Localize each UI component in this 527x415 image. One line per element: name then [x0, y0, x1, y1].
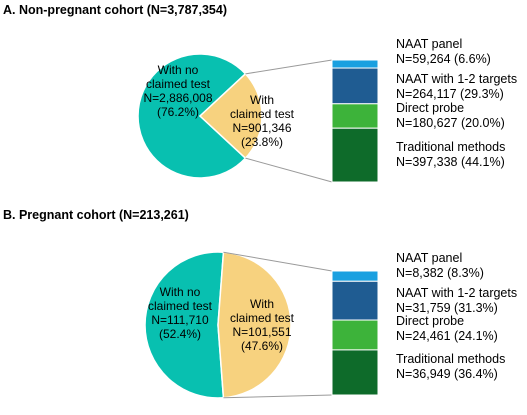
- stack-label-name: Traditional methods: [396, 352, 505, 366]
- pie-slice-no-claimed-test: [137, 53, 247, 179]
- stack-label-name: NAAT with 1-2 targets: [396, 72, 517, 86]
- stack-label-value: N=397,338 (44.1%): [396, 155, 505, 169]
- stack-label-name: Traditional methods: [396, 140, 505, 154]
- connector-line-top: [223, 251, 333, 272]
- stack-label-value: N=31,759 (31.3%): [396, 301, 498, 315]
- stack-segment-direct-probe: [331, 103, 379, 129]
- pie-label-line: claimed test: [230, 311, 295, 325]
- stack-label-value: N=59,264 (6.6%): [396, 52, 491, 66]
- pie-label-line: N=101,551: [232, 325, 291, 339]
- connector-line-bottom: [245, 157, 333, 183]
- pie-label-line: N=2,886,008: [143, 91, 212, 105]
- connector-line-bottom: [223, 394, 333, 399]
- stack-label-value: N=8,382 (8.3%): [396, 266, 484, 280]
- stack-label-name: NAAT panel: [396, 37, 462, 51]
- stack-segment-naat-panel: [331, 270, 379, 282]
- pie-label-line: With: [250, 297, 274, 311]
- pie-label-line: N=901,346: [232, 121, 291, 135]
- chart-title: A. Non-pregnant cohort (N=3,787,354): [3, 3, 227, 17]
- stack-segment-naat-with-1-2-targets: [331, 280, 379, 321]
- stack-label-name: Direct probe: [396, 101, 464, 115]
- pie-slice-no-claimed-test: [144, 251, 225, 399]
- pie-label-line: (23.8%): [241, 135, 283, 149]
- stack-label-value: N=36,949 (36.4%): [396, 367, 498, 381]
- stack-label-value: N=264,117 (29.3%): [396, 87, 504, 101]
- pie-label-line: With: [250, 93, 274, 107]
- chart-panel-a: A. Non-pregnant cohort (N=3,787,354) With…: [3, 3, 517, 183]
- pie-label-claimed-test: With claimed test N=101,551 (47.6%): [230, 297, 295, 353]
- pie-label-line: claimed test: [146, 77, 211, 91]
- pie-label-line: claimed test: [230, 107, 295, 121]
- stack-label-name: Direct probe: [396, 314, 464, 328]
- stack-label-name: NAAT panel: [396, 251, 462, 265]
- chart-title: B. Pregnant cohort (N=213,261): [3, 208, 189, 222]
- stack-label-value: N=24,461 (24.1%): [396, 329, 498, 343]
- chart-panel-b: B. Pregnant cohort (N=213,261)With no cla…: [3, 208, 517, 399]
- stack-segment-traditional-methods: [331, 349, 379, 396]
- pie-label-line: (52.4%): [159, 327, 201, 341]
- pie-label-claimed-test: With claimed test N=901,346 (23.8%): [230, 93, 295, 149]
- stack-segment-naat-with-1-2-targets: [331, 67, 379, 105]
- connector-line-top: [245, 59, 333, 75]
- pie-slice-claimed-test: [198, 72, 263, 160]
- stack-segment-traditional-methods: [331, 127, 379, 183]
- pie-label-line: With no: [160, 285, 201, 299]
- pie-label-line: (47.6%): [241, 339, 283, 353]
- stack-label-value: N=180,627 (20.0%): [396, 116, 505, 130]
- stack-segment-naat-panel: [331, 59, 379, 69]
- stack-label-name: NAAT with 1-2 targets: [396, 286, 517, 300]
- pie-label-line: With no: [158, 63, 199, 77]
- stack-segment-direct-probe: [331, 319, 379, 351]
- pie-label-no-claimed-test: With no claimed test N=2,886,008 (76.2%): [143, 63, 212, 119]
- pie-label-no-claimed-test: With no claimed test N=111,710 (52.4%): [148, 285, 213, 341]
- pie-slice-claimed-test: [217, 251, 292, 399]
- pie-label-line: N=111,710: [151, 313, 209, 327]
- pie-label-line: (76.2%): [157, 105, 199, 119]
- pie-label-line: claimed test: [148, 299, 213, 313]
